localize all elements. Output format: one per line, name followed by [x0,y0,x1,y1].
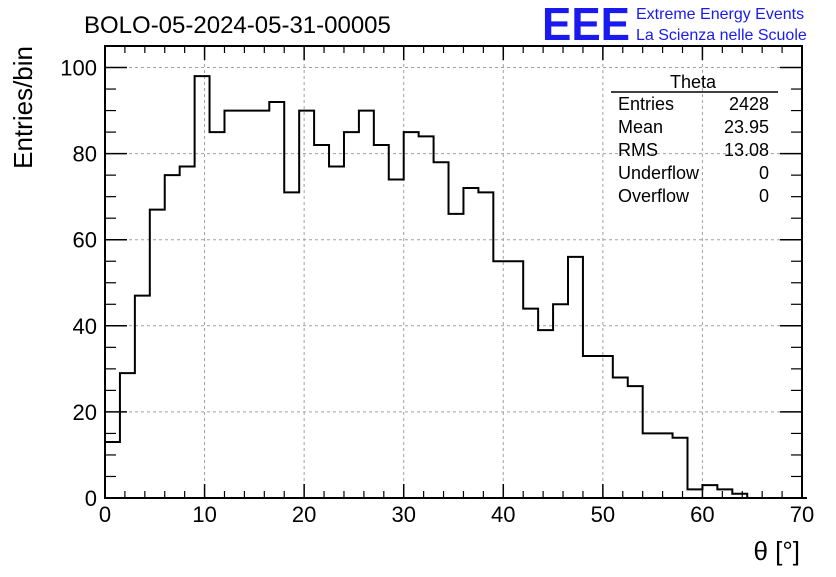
histogram-bin [374,145,389,498]
histogram-series [105,75,807,499]
logo-line-1: Extreme Energy Events [636,6,804,23]
x-tick-label: 10 [192,502,216,527]
x-tick-label: 40 [491,502,515,527]
stats-label-mean: Mean [618,117,663,137]
x-tick-label: 20 [292,502,316,527]
histogram-bin [239,111,254,498]
histogram-bin [284,192,299,498]
histogram-bin [658,433,673,498]
histogram-bin [359,111,374,498]
histogram-bin [195,76,210,498]
grid-lines [105,46,802,498]
x-tick-label: 50 [591,502,615,527]
histogram-bin [165,175,180,498]
x-tick-label: 0 [99,502,111,527]
stats-box: Theta Entries 2428 Mean 23.95 RMS 13.08 … [611,72,778,206]
histogram-bin [523,309,538,498]
stats-value-overflow: 0 [759,186,769,206]
histogram-bin [628,386,643,498]
histogram-bin [493,261,508,498]
histogram-bin [717,489,732,498]
histogram-bin [449,214,464,498]
logo-line-2: La Scienza nelle Scuole [636,27,807,44]
histogram-outline [105,75,807,499]
stats-label-rms: RMS [618,140,658,160]
histogram-bin [269,102,284,498]
histogram-bin [404,132,419,498]
histogram-bin [478,192,493,498]
x-axis-label: θ [°] [753,536,800,566]
stats-label-overflow: Overflow [618,186,690,206]
axis-tick-labels: 0 10 20 30 40 50 60 70 0 20 40 60 80 100 [60,56,814,527]
histogram-bin [568,257,583,498]
histogram-bin [344,132,359,498]
histogram-bin [687,489,702,498]
y-tick-label: 100 [60,56,97,81]
histogram-bin [224,111,239,498]
histogram-bin [210,132,225,498]
histogram-bin [538,330,553,498]
histogram-bin [314,145,329,498]
y-tick-label: 60 [73,228,97,253]
stats-value-mean: 23.95 [724,117,769,137]
histogram-bin [299,111,314,498]
y-tick-label: 20 [73,400,97,425]
histogram-bin [329,167,344,498]
x-tick-label: 70 [790,502,814,527]
histogram-bin [583,356,598,498]
histogram-bin [419,136,434,498]
y-axis-label: Entries/bin [8,46,38,169]
stats-title: Theta [670,72,717,92]
histogram-bin [120,373,135,498]
stats-label-entries: Entries [618,94,674,114]
histogram-bin [702,485,717,498]
histogram-bin [553,304,568,498]
stats-label-underflow: Underflow [618,163,700,183]
histogram-bin [150,210,165,498]
x-tick-label: 60 [690,502,714,527]
eee-logo: EEE Extreme Energy Events La Scienza nel… [542,0,807,50]
histogram-bin [180,167,195,498]
stats-value-rms: 13.08 [724,140,769,160]
y-tick-label: 80 [73,142,97,167]
histogram-bin [105,442,120,498]
histogram-bin [389,179,404,498]
histogram-bin [508,261,523,498]
histogram-bin [598,356,613,498]
stats-value-underflow: 0 [759,163,769,183]
logo-mark: EEE [542,0,630,50]
x-tick-label: 30 [391,502,415,527]
histogram-bin [254,111,269,498]
chart-title: BOLO-05-2024-05-31-00005 [84,12,391,39]
histogram-bin [463,188,478,498]
y-tick-label: 40 [73,314,97,339]
axis-ticks [104,45,803,499]
y-tick-label: 0 [85,486,97,511]
histogram-bin [613,377,628,498]
histogram-bin [434,162,449,498]
histogram-bin [673,438,688,498]
stats-value-entries: 2428 [729,94,769,114]
plot-frame [104,45,803,499]
histogram-bin [643,433,658,498]
